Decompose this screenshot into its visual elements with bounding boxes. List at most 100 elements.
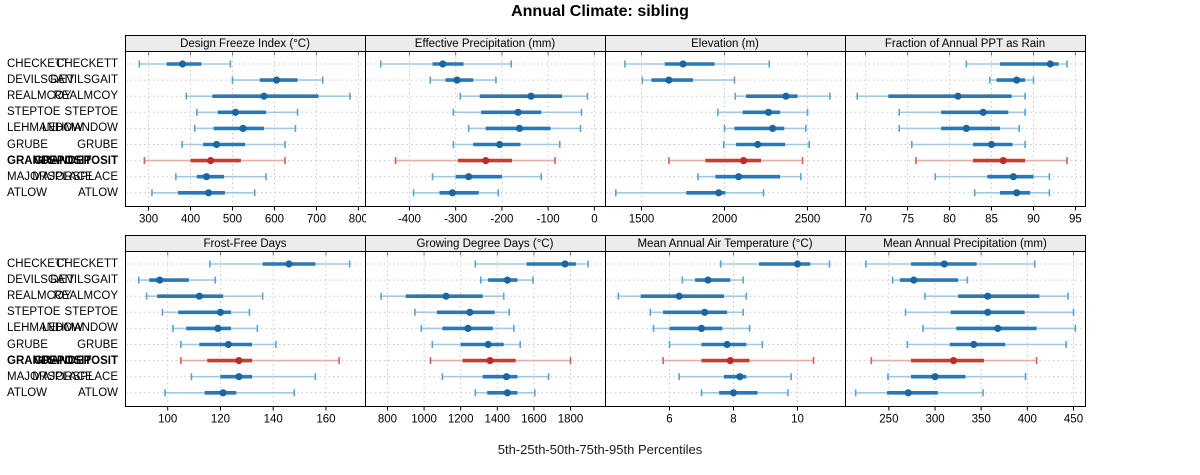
axis-tick-label: 140	[264, 414, 283, 426]
site-label-lehmandow: LEHMANDOW	[41, 122, 118, 135]
site-label-grandeposit: GRANDEPOSIT	[7, 354, 92, 367]
site-label-lehmandow: LEHMANDOW	[7, 122, 84, 135]
site-label-lehmandow: LEHMANDOW	[41, 322, 118, 335]
axis-tick-label: 70	[859, 214, 872, 226]
panel-strip-label: Frost-Free Days	[203, 238, 286, 250]
median-dot	[904, 389, 912, 397]
site-label-devilsgait: DEVILSGAIT	[7, 74, 75, 87]
median-dot	[212, 140, 221, 149]
median-dot	[482, 157, 490, 165]
median-dot	[207, 157, 215, 165]
axis-tick-label: 100	[158, 414, 177, 426]
median-dot	[502, 373, 511, 381]
site-label-atlow: ATLOW	[7, 186, 48, 199]
median-dot	[453, 76, 461, 84]
site-label-majorsplace: MAJORSPLACE	[7, 370, 93, 383]
panel-mean-annual-precipitation-mm-: Mean Annual Precipitation (mm) 250 300 350 4…	[845, 235, 1086, 426]
panel-growing-degree-days-c-: Growing Degree Days (°C) 800 1000 1200 1400 1…	[365, 235, 606, 426]
axis-tick-label: -400	[398, 214, 421, 226]
median-dot	[195, 292, 203, 300]
axis-tick-label: 2000	[712, 214, 738, 226]
median-dot	[496, 140, 504, 149]
median-dot	[442, 292, 450, 300]
site-labels-left: CHECKETT DEVILSGAIT REALMCOY STEPTOE LEHMAND…	[0, 35, 123, 228]
median-dot	[910, 276, 918, 284]
median-dot	[272, 76, 281, 84]
site-label-checkett: CHECKETT	[56, 58, 118, 70]
panel-effective-precipitation-mm-: Effective Precipitation (mm) -400 -300 -200…	[365, 35, 606, 226]
site-labels-right: CHECKETT DEVILSGAIT REALMCOY STEPTOE LEHMAND…	[0, 35, 113, 228]
axis-tick-label: 1600	[521, 414, 547, 426]
median-dot	[439, 60, 447, 68]
axis-tick-label: 1200	[448, 414, 474, 426]
median-dot	[665, 76, 673, 84]
median-dot	[484, 340, 492, 349]
panel-strip-label: Fraction of Annual PPT as Rain	[885, 38, 1045, 50]
panel-elevation-m-: Elevation (m) 1500 2000 2500	[605, 35, 846, 226]
figure-title: Annual Climate: sibling	[511, 3, 689, 20]
panel-frost-free-days: Frost-Free Days 100 120 140 160	[125, 235, 366, 426]
panel-strip-label: Elevation (m)	[691, 38, 759, 50]
site-label-grube: GRUBE	[77, 338, 118, 351]
axis-tick-label: 300	[139, 214, 158, 226]
median-dot	[1013, 189, 1021, 197]
axis-tick-label: 80	[943, 214, 956, 226]
median-dot	[793, 260, 802, 268]
median-dot	[239, 124, 247, 132]
percentiles-caption: 5th-25th-50th-75th-95th Percentiles	[497, 442, 703, 457]
site-label-majorsplace: MAJORSPLACE	[32, 370, 118, 383]
site-label-steptoe: STEPTOE	[7, 306, 61, 319]
axis-tick-label: 450	[1064, 414, 1083, 426]
median-dot	[1046, 60, 1054, 68]
axis-tick-label: 95	[1069, 214, 1082, 226]
axis-tick-label: 600	[265, 214, 284, 226]
median-dot	[214, 324, 222, 332]
median-dot	[701, 308, 709, 316]
median-dot	[285, 260, 293, 268]
median-dot	[178, 60, 187, 68]
site-label-grandeposit: GRANDEPOSIT	[33, 354, 118, 367]
median-dot	[769, 124, 777, 132]
site-label-atlow: ATLOW	[7, 386, 48, 399]
median-dot	[999, 157, 1007, 165]
panel-design-freeze-index-c-: Design Freeze Index (°C) 300 400 500 600 700 8…	[125, 35, 366, 226]
median-dot	[962, 124, 970, 132]
median-dot	[940, 260, 948, 268]
axis-tick-label: 400	[1018, 414, 1037, 426]
axis-tick-label: 700	[307, 214, 326, 226]
median-dot	[260, 92, 268, 100]
median-dot	[679, 60, 687, 68]
median-dot	[726, 357, 734, 365]
median-dot	[231, 108, 240, 116]
site-label-devilsgait: DEVILSGAIT	[7, 274, 75, 287]
median-dot	[754, 140, 762, 149]
site-label-steptoe: STEPTOE	[7, 106, 61, 119]
site-label-grandeposit: GRANDEPOSIT	[7, 154, 92, 167]
median-dot	[235, 373, 243, 381]
axis-tick-label: 1400	[485, 414, 511, 426]
median-dot	[1009, 173, 1017, 181]
panel-strip-label: Mean Annual Air Temperature (°C)	[637, 238, 812, 250]
site-label-checkett: CHECKETT	[7, 258, 69, 270]
site-label-steptoe: STEPTOE	[64, 306, 118, 319]
median-dot	[448, 189, 457, 197]
axis-tick-label: -300	[444, 214, 467, 226]
median-dot	[931, 373, 939, 381]
median-dot	[715, 189, 723, 197]
axis-tick-label: 120	[211, 414, 230, 426]
axis-tick-label: 1000	[411, 414, 437, 426]
panel-strip-label: Mean Annual Precipitation (mm)	[883, 238, 1047, 250]
median-dot	[202, 173, 211, 181]
site-label-checkett: CHECKETT	[56, 258, 118, 270]
median-dot	[979, 108, 987, 116]
site-label-grube: GRUBE	[77, 138, 118, 151]
axis-tick-label: 500	[223, 214, 242, 226]
site-label-grube: GRUBE	[7, 138, 48, 151]
site-label-checkett: CHECKETT	[7, 58, 69, 70]
median-dot	[235, 357, 243, 365]
site-label-majorsplace: MAJORSPLACE	[7, 170, 93, 183]
median-dot	[984, 292, 992, 300]
median-dot	[984, 308, 992, 316]
